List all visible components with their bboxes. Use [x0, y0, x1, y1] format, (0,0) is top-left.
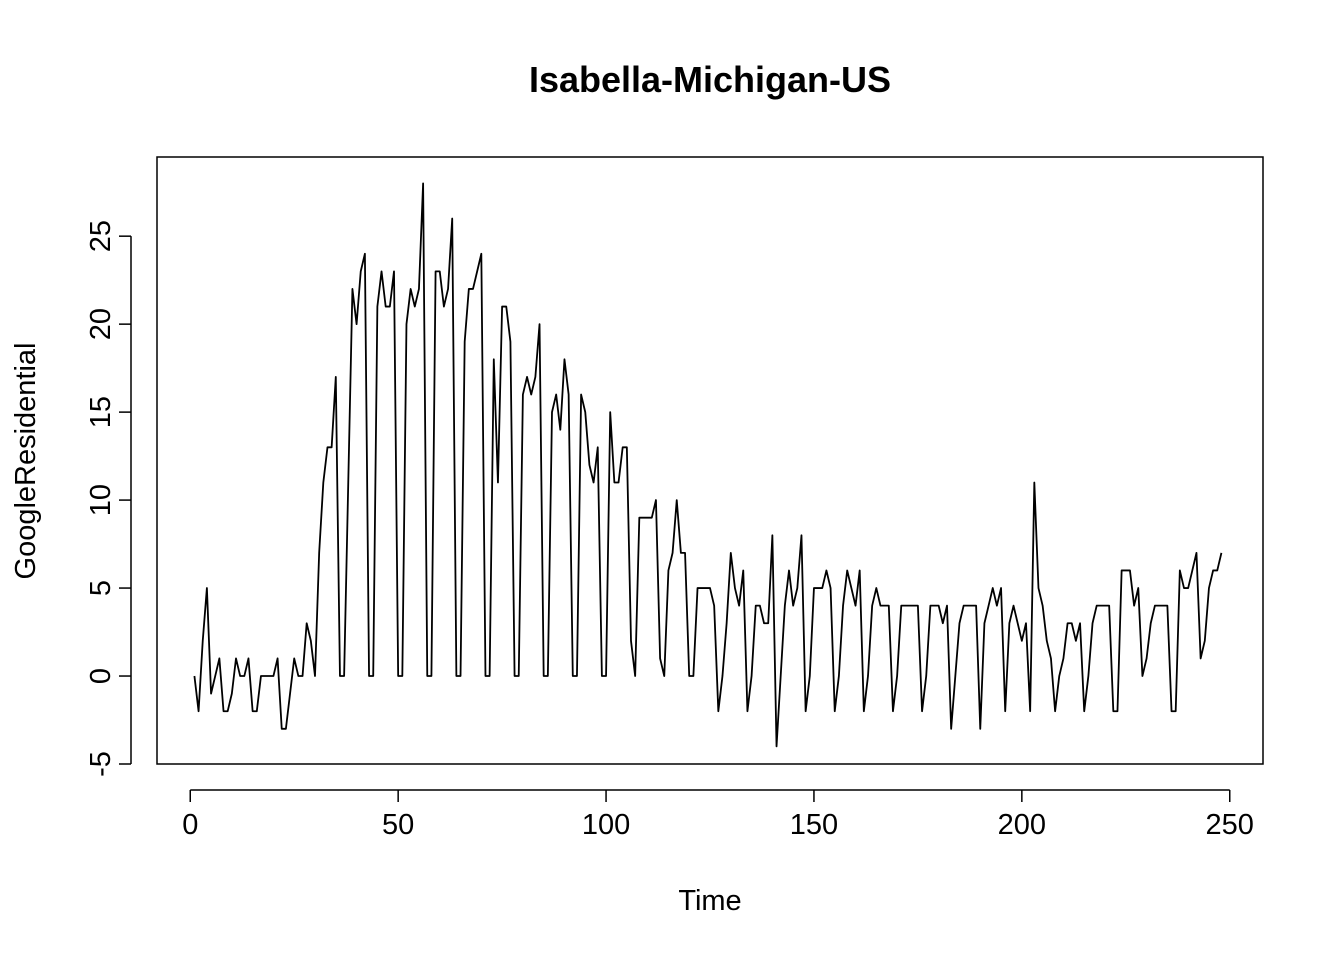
x-tick-label: 250	[1206, 809, 1254, 841]
y-axis: -5 0 5 10 15 20 25	[85, 220, 132, 777]
x-axis: 0 50 100 150 200 250	[182, 789, 1254, 841]
y-tick-label: 15	[85, 396, 117, 428]
y-tick-label: 20	[85, 308, 117, 340]
x-axis-label: Time	[678, 885, 741, 917]
y-tick-label: 10	[85, 484, 117, 516]
series-line	[193, 182, 1223, 748]
y-tick-label: 5	[85, 580, 117, 596]
y-tick-label: 25	[85, 220, 117, 252]
x-tick-label: 50	[382, 809, 414, 841]
x-tick-label: 200	[998, 809, 1046, 841]
x-tick-label: 0	[182, 809, 198, 841]
x-tick-label: 150	[790, 809, 838, 841]
y-axis-label: GoogleResidential	[10, 343, 42, 580]
chart-title: Isabella-Michigan-US	[529, 59, 891, 100]
x-tick-label: 100	[582, 809, 630, 841]
y-tick-label: 0	[85, 668, 117, 684]
y-tick-label: -5	[85, 751, 117, 777]
plot-frame	[156, 156, 1264, 765]
